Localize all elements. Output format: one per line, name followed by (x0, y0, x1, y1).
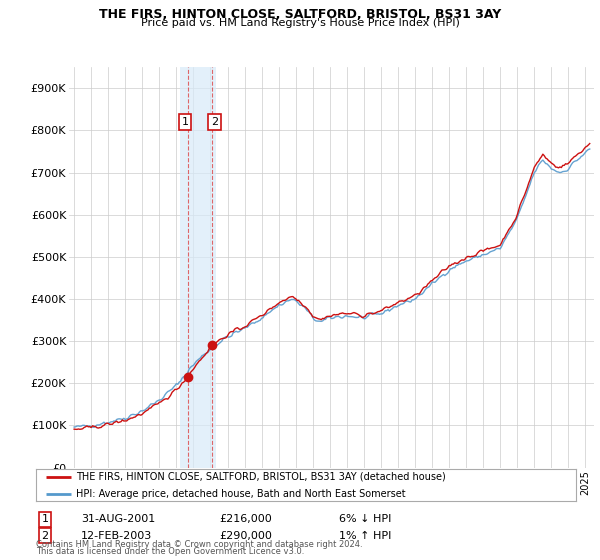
Text: THE FIRS, HINTON CLOSE, SALTFORD, BRISTOL, BS31 3AY (detached house): THE FIRS, HINTON CLOSE, SALTFORD, BRISTO… (77, 472, 446, 482)
Text: 1% ↑ HPI: 1% ↑ HPI (339, 531, 391, 541)
Text: 6% ↓ HPI: 6% ↓ HPI (339, 514, 391, 524)
Text: 1: 1 (182, 117, 188, 127)
Text: 2: 2 (211, 117, 218, 127)
Text: £216,000: £216,000 (219, 514, 272, 524)
Text: 12-FEB-2003: 12-FEB-2003 (81, 531, 152, 541)
Text: 2: 2 (41, 531, 49, 541)
Bar (180, 67, 216, 468)
Text: 31-AUG-2001: 31-AUG-2001 (81, 514, 155, 524)
Text: THE FIRS, HINTON CLOSE, SALTFORD, BRISTOL, BS31 3AY: THE FIRS, HINTON CLOSE, SALTFORD, BRISTO… (99, 8, 501, 21)
Text: Price paid vs. HM Land Registry's House Price Index (HPI): Price paid vs. HM Land Registry's House … (140, 18, 460, 29)
Text: This data is licensed under the Open Government Licence v3.0.: This data is licensed under the Open Gov… (36, 547, 304, 556)
Text: £290,000: £290,000 (219, 531, 272, 541)
Text: 1: 1 (41, 514, 49, 524)
Text: HPI: Average price, detached house, Bath and North East Somerset: HPI: Average price, detached house, Bath… (77, 489, 406, 499)
Text: Contains HM Land Registry data © Crown copyright and database right 2024.: Contains HM Land Registry data © Crown c… (36, 540, 362, 549)
